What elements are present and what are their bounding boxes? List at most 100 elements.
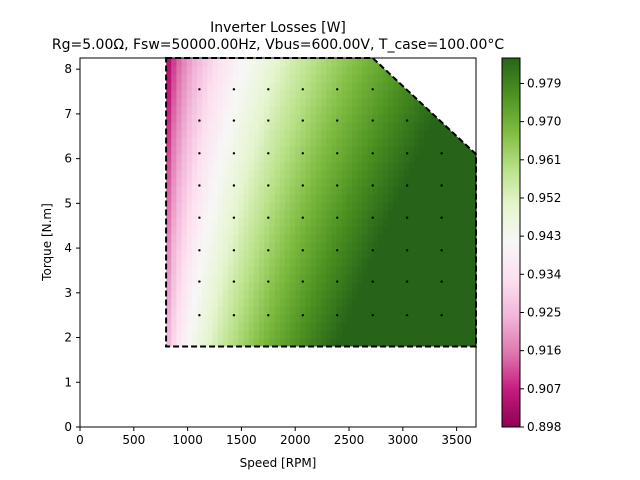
heatmap-cell — [310, 98, 317, 107]
heatmap-cell — [388, 290, 394, 300]
heatmap-cell — [238, 194, 245, 203]
heatmap-cell — [238, 58, 245, 67]
heatmap-cell — [290, 202, 296, 211]
heatmap-cell — [217, 170, 224, 179]
heatmap-cell — [377, 338, 384, 347]
heatmap-cell — [269, 298, 276, 308]
heatmap-cell — [383, 306, 389, 316]
heatmap-cell — [341, 258, 348, 267]
heatmap-cell — [465, 98, 472, 107]
heatmap-cell — [465, 106, 472, 115]
heatmap-cell — [191, 58, 198, 67]
heatmap-cell — [470, 218, 476, 227]
heatmap-cell — [315, 154, 322, 163]
heatmap-cell — [393, 66, 400, 75]
heatmap-cell — [279, 242, 286, 251]
heatmap-cell — [233, 330, 239, 340]
heatmap-cell — [217, 218, 224, 227]
heatmap-cell — [305, 298, 312, 308]
heatmap-cell — [274, 266, 281, 275]
heatmap-cell — [269, 210, 276, 219]
heatmap-cell — [171, 226, 178, 235]
heatmap-cell — [414, 138, 420, 147]
heatmap-cell — [269, 330, 276, 340]
heatmap-cell — [202, 146, 209, 155]
sample-point — [405, 152, 409, 155]
heatmap-cell — [264, 226, 270, 235]
heatmap-cell — [290, 338, 296, 347]
heatmap-cell — [434, 170, 441, 179]
sample-point — [371, 152, 374, 155]
heatmap-cell — [388, 210, 394, 219]
y-axis-label: Torque [N.m] — [40, 203, 54, 282]
heatmap-cell — [388, 322, 394, 332]
heatmap-cell — [248, 90, 255, 99]
heatmap-cell — [403, 178, 410, 187]
heatmap-cell — [429, 162, 436, 171]
heatmap-cell — [243, 146, 250, 155]
heatmap-cell — [243, 138, 250, 147]
heatmap-cell — [248, 330, 255, 340]
heatmap-cell — [295, 338, 301, 347]
x-tick-label: 1500 — [226, 433, 257, 447]
heatmap-cell — [439, 202, 446, 211]
sample-point — [198, 280, 201, 283]
heatmap-cell — [295, 298, 301, 308]
heatmap-cell — [393, 194, 400, 203]
heatmap-cell — [191, 234, 198, 243]
heatmap-cell — [305, 170, 312, 179]
heatmap-cell — [186, 82, 193, 91]
sample-point — [232, 184, 236, 187]
heatmap-cell — [310, 194, 317, 203]
heatmap-cell — [352, 178, 358, 187]
heatmap-cell — [238, 274, 245, 283]
heatmap-cell — [274, 258, 281, 267]
heatmap-cell — [398, 282, 405, 291]
heatmap-cell — [455, 194, 462, 203]
heatmap-cell — [398, 242, 405, 251]
heatmap-cell — [259, 170, 265, 179]
heatmap-cell — [331, 314, 338, 324]
heatmap-cell — [305, 314, 312, 324]
heatmap-cell — [434, 106, 441, 115]
heatmap-cell — [290, 130, 296, 139]
heatmap-cell — [207, 90, 214, 99]
sample-point — [267, 314, 270, 317]
heatmap-cell — [243, 162, 250, 171]
heatmap-cell — [346, 266, 353, 275]
heatmap-cell — [186, 250, 193, 259]
heatmap-cell — [455, 138, 462, 147]
heatmap-cell — [253, 234, 260, 243]
heatmap-cell — [228, 226, 234, 235]
heatmap-cell — [222, 90, 229, 99]
heatmap-cell — [284, 74, 291, 83]
heatmap-cell — [207, 242, 214, 251]
heatmap-cell — [352, 66, 358, 75]
heatmap-cell — [191, 290, 198, 300]
heatmap-cell — [171, 162, 178, 171]
heatmap-cell — [388, 114, 394, 123]
heatmap-cell — [217, 82, 224, 91]
heatmap-cell — [398, 314, 405, 324]
heatmap-cell — [315, 194, 322, 203]
heatmap-cell — [279, 138, 286, 147]
heatmap-cell — [181, 250, 188, 259]
heatmap-cell — [243, 330, 250, 340]
heatmap-cell — [470, 154, 476, 163]
heatmap-cell — [326, 186, 332, 195]
heatmap-cell — [393, 338, 400, 347]
heatmap-cell — [460, 258, 467, 267]
heatmap-cell — [403, 98, 410, 107]
heatmap-cell — [171, 178, 178, 187]
heatmap-cell — [336, 274, 343, 283]
heatmap-cell — [419, 258, 425, 267]
heatmap-cell — [419, 330, 425, 340]
heatmap-cell — [357, 226, 363, 235]
heatmap-cell — [191, 178, 198, 187]
heatmap-cell — [274, 202, 281, 211]
heatmap-cell — [264, 162, 270, 171]
heatmap-cell — [269, 170, 276, 179]
heatmap-cell — [377, 258, 384, 267]
heatmap-cell — [408, 226, 415, 235]
heatmap-cell — [243, 242, 250, 251]
